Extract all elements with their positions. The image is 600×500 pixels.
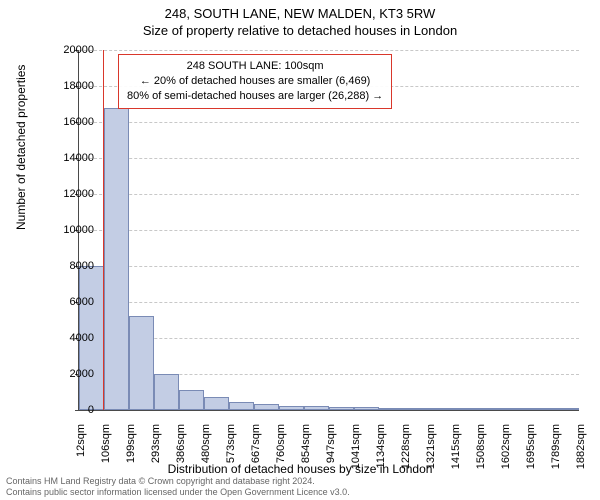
- histogram-bar: [429, 408, 454, 410]
- x-axis-label: Distribution of detached houses by size …: [0, 462, 600, 476]
- histogram-bar: [304, 406, 329, 410]
- footer-attribution: Contains HM Land Registry data © Crown c…: [6, 476, 350, 498]
- ytick-label: 18000: [34, 80, 94, 92]
- ytick-label: 2000: [34, 368, 94, 380]
- chart-container: 248, SOUTH LANE, NEW MALDEN, KT3 5RW Siz…: [0, 0, 600, 500]
- ytick-label: 0: [34, 404, 94, 416]
- histogram-bar: [329, 407, 354, 410]
- annotation-line1: 248 SOUTH LANE: 100sqm: [127, 59, 383, 74]
- grid-line: [79, 230, 579, 231]
- ytick-label: 14000: [34, 152, 94, 164]
- histogram-bar: [154, 374, 179, 410]
- histogram-bar: [404, 408, 429, 410]
- annotation-line2: ← 20% of detached houses are smaller (6,…: [127, 74, 383, 89]
- ytick-label: 6000: [34, 296, 94, 308]
- grid-line: [79, 302, 579, 303]
- histogram-bar: [229, 402, 254, 410]
- chart-title: 248, SOUTH LANE, NEW MALDEN, KT3 5RW: [0, 0, 600, 21]
- annotation-box: 248 SOUTH LANE: 100sqm ← 20% of detached…: [118, 54, 392, 109]
- footer-line2: Contains public sector information licen…: [6, 487, 350, 498]
- histogram-bar: [104, 108, 129, 410]
- grid-line: [79, 122, 579, 123]
- histogram-bar: [554, 408, 579, 410]
- grid-line: [79, 338, 579, 339]
- histogram-bar: [129, 316, 154, 410]
- ytick-label: 20000: [34, 44, 94, 56]
- grid-line: [79, 194, 579, 195]
- histogram-bar: [204, 397, 229, 410]
- histogram-bar: [454, 408, 479, 410]
- grid-line: [79, 50, 579, 51]
- reference-line: [103, 50, 104, 410]
- ytick-label: 16000: [34, 116, 94, 128]
- chart-subtitle: Size of property relative to detached ho…: [0, 21, 600, 42]
- ytick-label: 4000: [34, 332, 94, 344]
- histogram-bar: [479, 408, 504, 410]
- ytick-label: 10000: [34, 224, 94, 236]
- histogram-bar: [379, 408, 404, 410]
- histogram-bar: [279, 406, 304, 411]
- ytick-label: 12000: [34, 188, 94, 200]
- grid-line: [79, 158, 579, 159]
- y-axis-label: Number of detached properties: [14, 65, 28, 230]
- histogram-bar: [254, 404, 279, 410]
- histogram-bar: [354, 407, 379, 410]
- histogram-bar: [179, 390, 204, 410]
- histogram-bar: [529, 408, 554, 410]
- ytick-label: 8000: [34, 260, 94, 272]
- histogram-bar: [504, 408, 529, 410]
- footer-line1: Contains HM Land Registry data © Crown c…: [6, 476, 350, 487]
- annotation-line3: 80% of semi-detached houses are larger (…: [127, 89, 383, 104]
- grid-line: [79, 266, 579, 267]
